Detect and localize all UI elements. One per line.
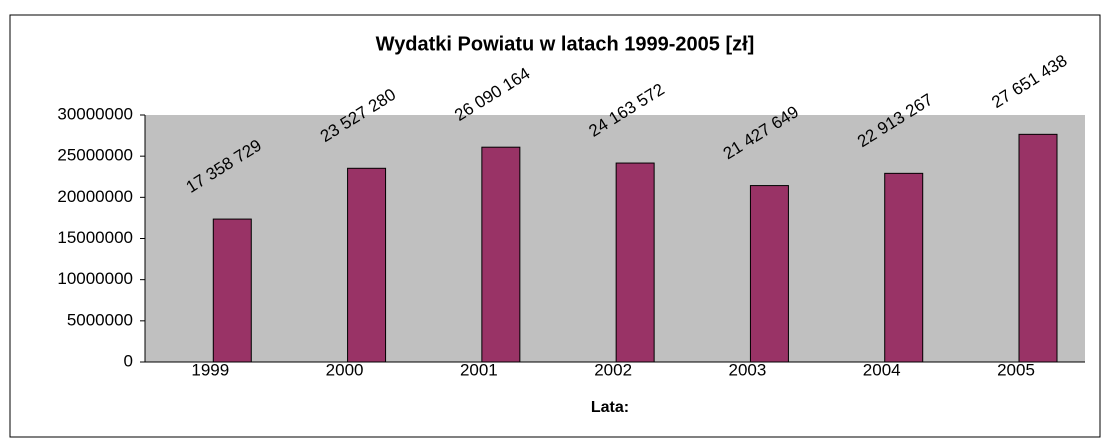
x-tick-label: 2002 (594, 360, 632, 379)
bar (1018, 133, 1058, 363)
x-tick-label: 2004 (863, 360, 901, 379)
x-tick-label: 2005 (997, 360, 1035, 379)
y-tick-label: 30000000 (57, 104, 133, 123)
bar (749, 185, 789, 363)
plot-area (145, 115, 1085, 362)
y-tick-label: 5000000 (67, 310, 133, 329)
x-tick-label: 1999 (191, 360, 229, 379)
bar (347, 167, 387, 363)
y-tick-label: 20000000 (57, 187, 133, 206)
x-axis-title: Lata: (591, 399, 629, 416)
x-tick-label: 2001 (460, 360, 498, 379)
x-tick-label: 2003 (729, 360, 767, 379)
x-tick-label: 2000 (326, 360, 364, 379)
chart-title: Wydatki Powiatu w latach 1999-2005 [zł] (376, 33, 755, 55)
y-tick-label: 25000000 (57, 146, 133, 165)
bar (884, 172, 924, 363)
bar (615, 162, 655, 363)
y-tick-label: 10000000 (57, 269, 133, 288)
y-tick-label: 15000000 (57, 228, 133, 247)
bar (481, 146, 521, 363)
y-tick-label: 0 (124, 351, 133, 370)
bar (212, 218, 252, 363)
